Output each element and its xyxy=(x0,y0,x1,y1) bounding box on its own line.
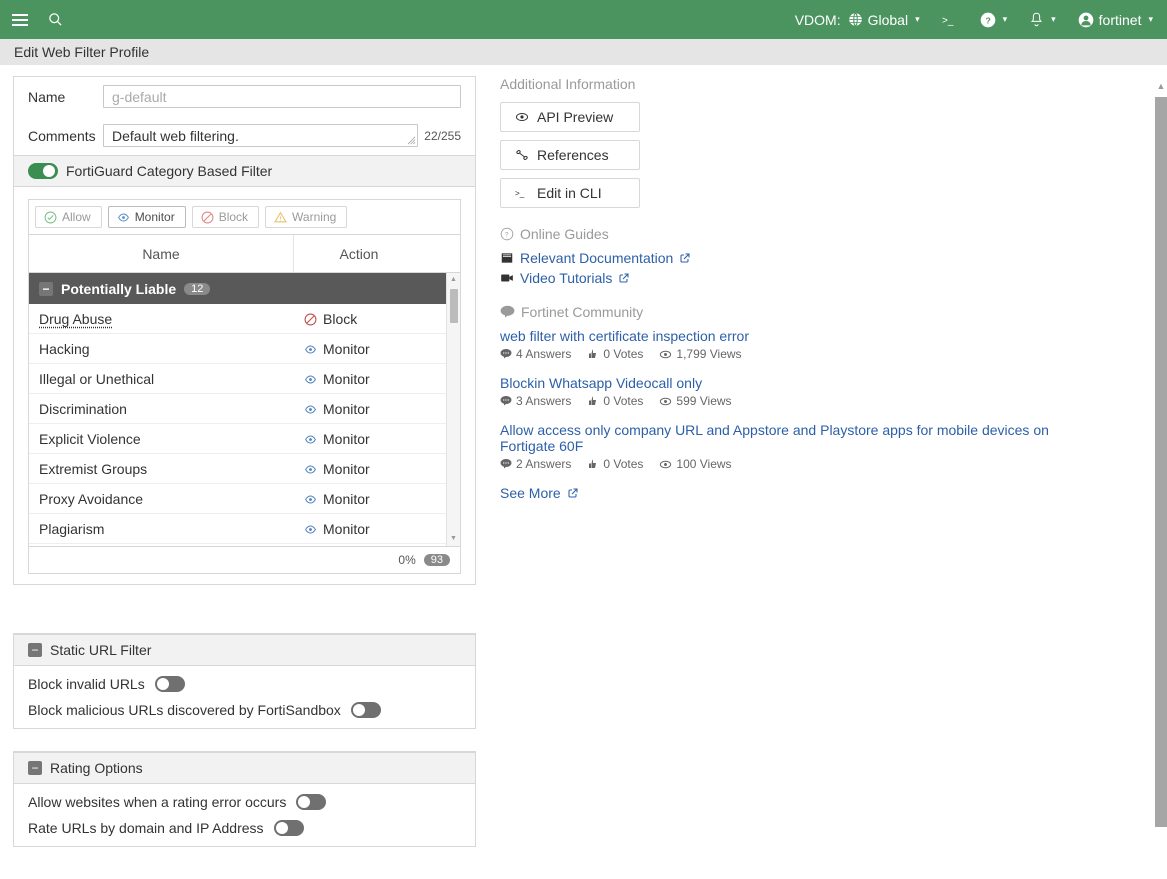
svg-text:?: ? xyxy=(985,15,990,25)
svg-text:?: ? xyxy=(505,232,509,239)
svg-text:>_: >_ xyxy=(515,189,525,198)
svg-text:>_: >_ xyxy=(942,15,954,26)
